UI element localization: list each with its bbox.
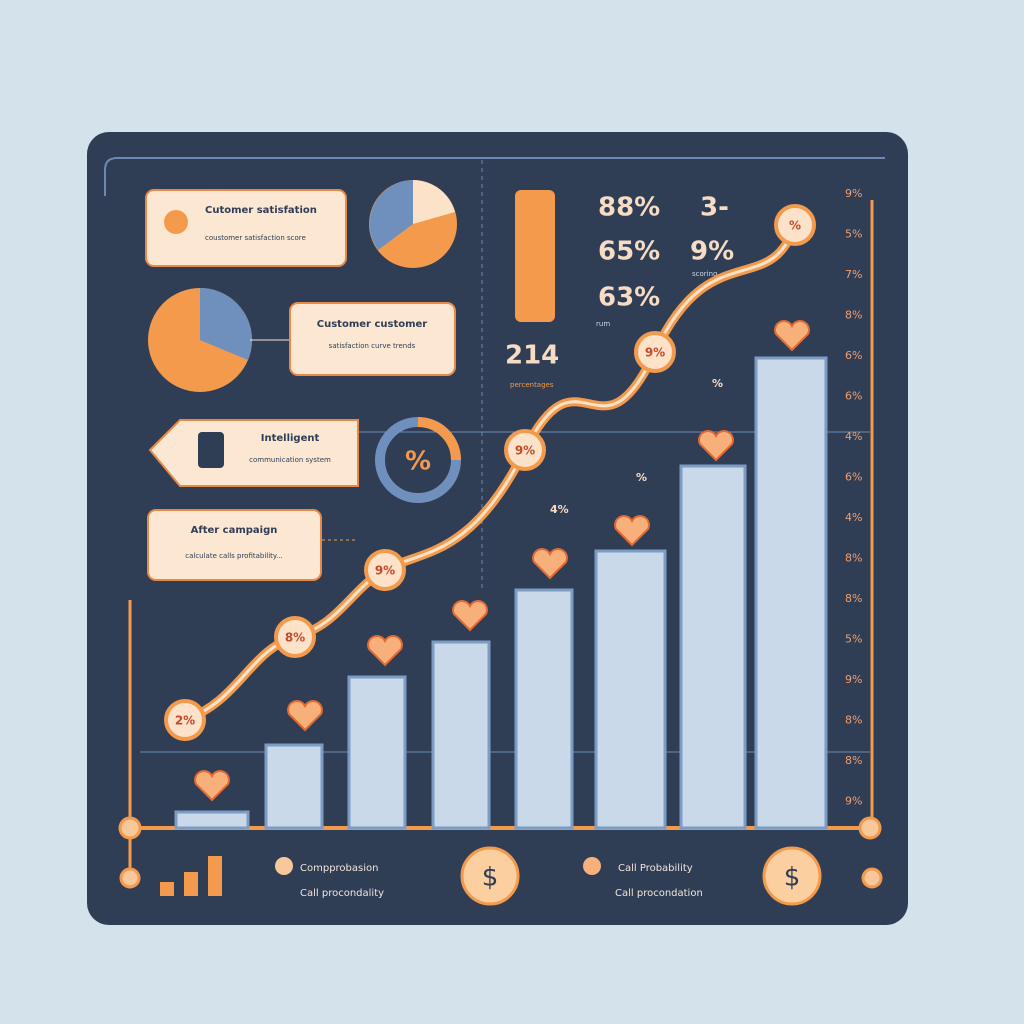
big-stat: 214	[505, 341, 559, 371]
trend-node-label: %	[789, 219, 801, 233]
trend-node-label: 9%	[515, 444, 535, 458]
heart	[774, 320, 810, 352]
callout-title: After campaign	[191, 525, 278, 536]
trend-node	[274, 616, 316, 658]
axis-label: 9%	[845, 187, 862, 200]
callout	[145, 189, 347, 267]
axis-label: 8%	[845, 552, 862, 565]
axis-label: 6%	[845, 390, 862, 403]
callout-text: communication system	[249, 456, 331, 464]
axis-label: 8%	[845, 714, 862, 727]
callout-text: satisfaction curve trends	[329, 342, 416, 350]
heart	[532, 548, 568, 580]
bar	[264, 743, 324, 830]
footer-title: Compprobasion	[300, 863, 378, 874]
callout-title: Customer customer	[317, 319, 428, 330]
pie-slice	[413, 180, 455, 224]
trend-node	[774, 204, 816, 246]
coin	[460, 846, 520, 906]
donut-label: %	[405, 447, 431, 477]
currency: $	[784, 863, 801, 893]
trend-node-label: 9%	[645, 346, 665, 360]
footer-text: Call procondality	[300, 888, 384, 899]
bar	[514, 588, 574, 830]
bulb-icon	[164, 210, 188, 234]
footer-title: Call Probability	[618, 863, 693, 874]
axis-label: 4%	[845, 430, 862, 443]
stat: 88%	[598, 193, 660, 223]
bar	[347, 675, 407, 830]
currency: $	[482, 863, 499, 893]
floating-label: 4%	[550, 503, 569, 516]
person-icon	[583, 857, 601, 875]
trend-node	[164, 699, 206, 741]
axis-node	[119, 867, 141, 889]
axis-node	[861, 867, 883, 889]
person-icon	[275, 857, 293, 875]
axis-label: 7%	[845, 268, 862, 281]
bar	[679, 464, 747, 830]
floating-label: %	[636, 471, 647, 484]
trend-node	[634, 331, 676, 373]
stat: 63%	[598, 283, 660, 313]
pie-slice	[200, 288, 253, 360]
axis-label: 9%	[845, 795, 862, 808]
mini-bar	[208, 856, 222, 896]
callout-text: coustomer satisfaction score	[205, 234, 306, 242]
axis-label: 8%	[845, 592, 862, 605]
callout	[147, 509, 322, 581]
stat-sublabel: scoring	[692, 270, 717, 278]
frame-line	[104, 157, 885, 196]
trend-node-label: 2%	[175, 714, 195, 728]
big-stat-label: percentages	[510, 381, 554, 389]
trend-node	[504, 429, 546, 471]
calculator-icon	[515, 190, 555, 322]
heart	[452, 600, 488, 632]
bar	[594, 549, 667, 830]
stat: 3-	[700, 193, 729, 223]
heart	[698, 430, 734, 462]
coin	[762, 846, 822, 906]
donut-arc	[417, 417, 461, 461]
axis-label: 8%	[845, 754, 862, 767]
axis-label: 6%	[845, 471, 862, 484]
stat: 9%	[690, 237, 734, 267]
hearts	[194, 320, 810, 802]
phone-icon	[198, 432, 224, 468]
callout-text: calculate calls profitability...	[185, 552, 283, 560]
callout-title: Cutomer satisfation	[205, 205, 317, 216]
callout	[289, 302, 456, 376]
axis-node	[858, 816, 882, 840]
stat: 65%	[598, 237, 660, 267]
heart	[194, 770, 230, 802]
axis-label: 5%	[845, 228, 862, 241]
axis-label: 6%	[845, 349, 862, 362]
pie-slice	[369, 180, 413, 250]
heart	[287, 700, 323, 732]
right-axis-labels: 9% 5% 7% 8% 6% 6% 4% 6% 4% 8% 8% 5% 9% 8% 8% 9%	[845, 187, 862, 808]
trend-node	[364, 549, 406, 591]
bar	[431, 640, 491, 830]
axis-node	[118, 816, 142, 840]
stat-sublabel: rum	[596, 320, 610, 328]
trend-node-label: 9%	[375, 564, 395, 578]
mini-bar	[184, 872, 198, 896]
callout	[148, 419, 359, 487]
trend-nodes: 2% 8% 9% 9% 9%%	[164, 204, 816, 741]
axis-label: 8%	[845, 309, 862, 322]
bar	[754, 356, 828, 830]
heart	[614, 515, 650, 547]
axis-label: 5%	[845, 633, 862, 646]
axis-label: 9%	[845, 673, 862, 686]
callout-title: Intelligent	[261, 433, 320, 444]
bar	[174, 810, 250, 830]
heart	[367, 635, 403, 667]
trend-node-label: 8%	[285, 631, 305, 645]
mini-bar	[160, 882, 174, 896]
floating-label: %	[712, 377, 723, 390]
axis-label: 4%	[845, 511, 862, 524]
footer-text: Call procondation	[615, 888, 703, 899]
